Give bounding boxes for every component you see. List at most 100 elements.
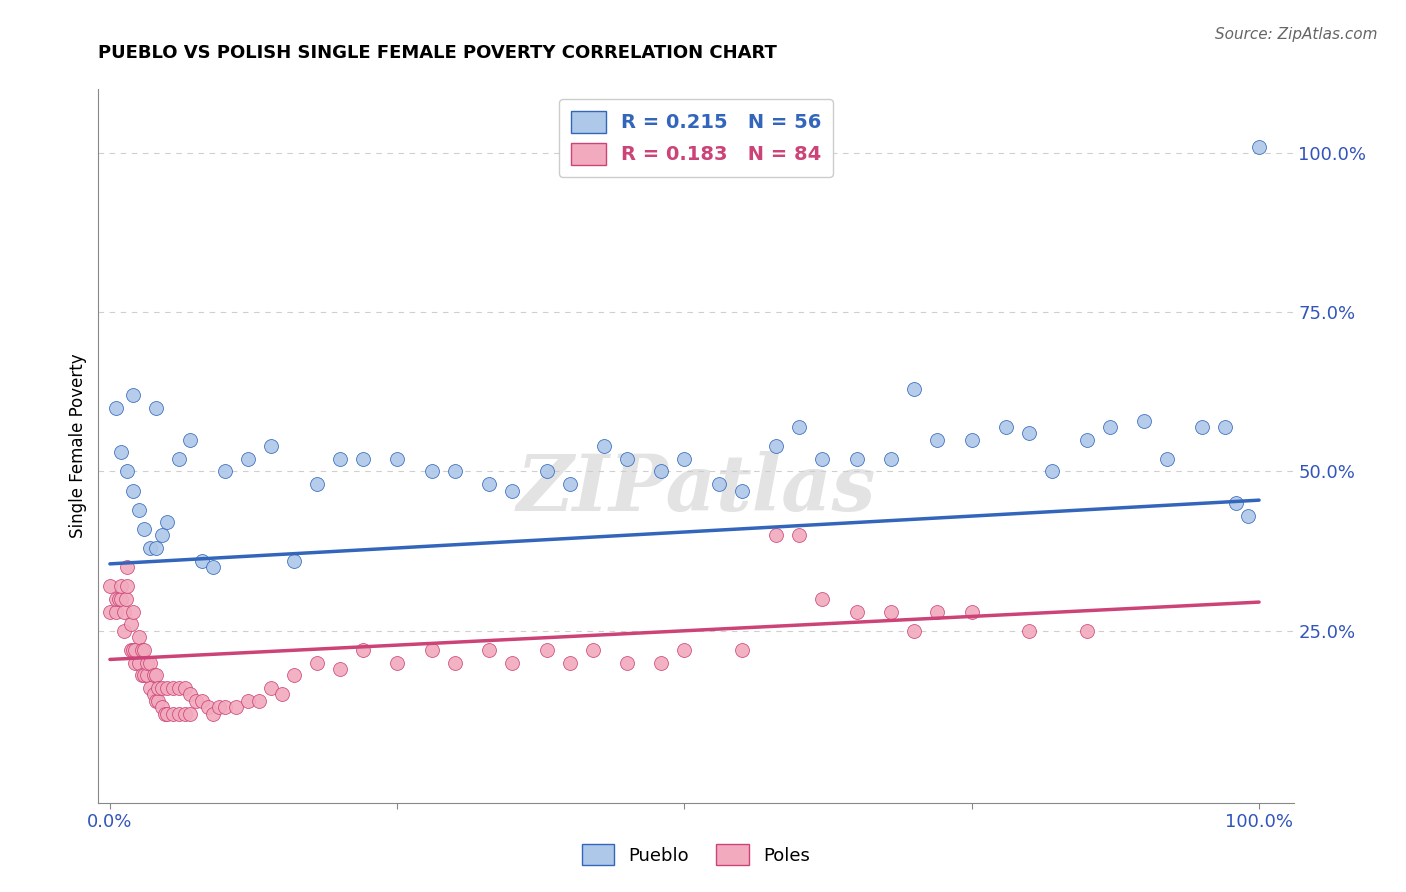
Point bbox=[202, 706, 225, 721]
Point bbox=[731, 483, 754, 498]
Point bbox=[385, 656, 409, 670]
Point bbox=[145, 694, 167, 708]
Point bbox=[283, 668, 305, 682]
Point bbox=[115, 560, 138, 574]
Point bbox=[179, 433, 201, 447]
Point bbox=[162, 681, 184, 695]
Point bbox=[1018, 426, 1040, 441]
Point bbox=[271, 688, 294, 702]
Y-axis label: Single Female Poverty: Single Female Poverty bbox=[69, 354, 87, 538]
Point bbox=[128, 630, 150, 644]
Point bbox=[145, 541, 167, 555]
Point bbox=[124, 656, 146, 670]
Point bbox=[478, 643, 501, 657]
Point bbox=[202, 560, 225, 574]
Point bbox=[880, 451, 903, 466]
Point bbox=[845, 605, 868, 619]
Point bbox=[765, 439, 787, 453]
Point bbox=[150, 681, 173, 695]
Point bbox=[134, 668, 156, 682]
Point bbox=[134, 643, 156, 657]
Point bbox=[558, 477, 581, 491]
Point bbox=[673, 451, 696, 466]
Point bbox=[214, 465, 236, 479]
Point bbox=[501, 656, 523, 670]
Point bbox=[1018, 624, 1040, 638]
Point bbox=[247, 694, 270, 708]
Point bbox=[731, 643, 754, 657]
Point bbox=[927, 433, 949, 447]
Point bbox=[283, 554, 305, 568]
Point bbox=[122, 605, 145, 619]
Point bbox=[536, 643, 558, 657]
Point bbox=[236, 694, 259, 708]
Point bbox=[385, 451, 409, 466]
Point bbox=[880, 605, 903, 619]
Point bbox=[536, 465, 558, 479]
Text: PUEBLO VS POLISH SINGLE FEMALE POVERTY CORRELATION CHART: PUEBLO VS POLISH SINGLE FEMALE POVERTY C… bbox=[98, 45, 778, 62]
Point bbox=[650, 656, 672, 670]
Point bbox=[139, 541, 162, 555]
Point bbox=[616, 451, 638, 466]
Point bbox=[329, 451, 352, 466]
Point bbox=[789, 420, 811, 434]
Point bbox=[236, 451, 259, 466]
Point bbox=[153, 706, 176, 721]
Point bbox=[128, 656, 150, 670]
Point bbox=[131, 643, 153, 657]
Point bbox=[110, 445, 132, 459]
Point bbox=[1236, 509, 1258, 524]
Point bbox=[104, 591, 127, 606]
Point bbox=[616, 656, 638, 670]
Point bbox=[110, 579, 132, 593]
Point bbox=[167, 706, 190, 721]
Point bbox=[811, 451, 834, 466]
Point bbox=[765, 528, 787, 542]
Point bbox=[167, 681, 190, 695]
Point bbox=[104, 401, 127, 415]
Point bbox=[156, 516, 179, 530]
Point bbox=[191, 694, 214, 708]
Point bbox=[135, 656, 157, 670]
Point bbox=[305, 477, 328, 491]
Point bbox=[443, 465, 465, 479]
Point bbox=[329, 662, 352, 676]
Point bbox=[420, 643, 443, 657]
Point bbox=[98, 605, 121, 619]
Point bbox=[173, 681, 195, 695]
Point bbox=[139, 681, 162, 695]
Point bbox=[260, 439, 283, 453]
Point bbox=[98, 579, 121, 593]
Point bbox=[142, 688, 165, 702]
Point bbox=[142, 668, 165, 682]
Point bbox=[260, 681, 283, 695]
Point bbox=[208, 700, 231, 714]
Point bbox=[1156, 451, 1178, 466]
Point bbox=[927, 605, 949, 619]
Point bbox=[352, 643, 374, 657]
Point bbox=[191, 554, 214, 568]
Point bbox=[120, 643, 142, 657]
Point bbox=[1076, 433, 1098, 447]
Point bbox=[122, 643, 145, 657]
Point bbox=[120, 617, 142, 632]
Point bbox=[903, 624, 925, 638]
Point bbox=[1191, 420, 1213, 434]
Point bbox=[104, 605, 127, 619]
Point bbox=[162, 706, 184, 721]
Text: ZIPatlas: ZIPatlas bbox=[516, 450, 876, 527]
Point bbox=[960, 433, 983, 447]
Point bbox=[115, 591, 138, 606]
Point bbox=[150, 700, 173, 714]
Point bbox=[124, 643, 146, 657]
Point bbox=[1133, 413, 1156, 427]
Point bbox=[167, 451, 190, 466]
Point bbox=[179, 688, 201, 702]
Point bbox=[122, 483, 145, 498]
Point bbox=[135, 668, 157, 682]
Point bbox=[1040, 465, 1063, 479]
Point bbox=[108, 591, 131, 606]
Point bbox=[131, 668, 153, 682]
Point bbox=[1225, 496, 1247, 510]
Point bbox=[115, 465, 138, 479]
